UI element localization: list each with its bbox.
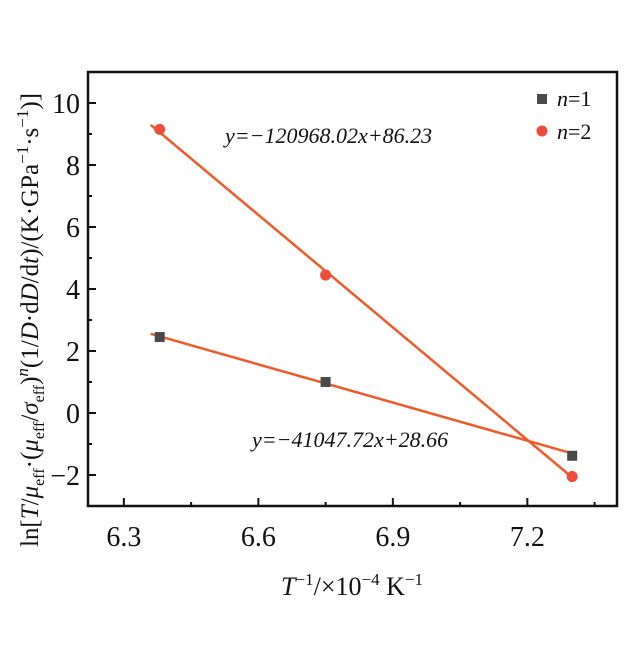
y-tick-label: 8 [66, 151, 80, 182]
data-point-n1 [567, 450, 578, 461]
y-tick-label: 6 [66, 213, 80, 244]
fit-label-n2: y=−120968.02x+86.23 [223, 123, 432, 148]
data-point-n1 [320, 377, 331, 387]
plot-area [149, 123, 578, 483]
y-tick-label: 0 [66, 399, 80, 430]
fit-line-n2 [149, 123, 573, 479]
y-axis-label: ln[T/μeff·(μeff/σeff)n(1/D·dD/dt)/(K·GPa… [13, 93, 48, 547]
y-tick-label: 2 [66, 337, 80, 368]
legend-label-n2: n=2 [557, 119, 591, 144]
x-tick-label: 6.9 [375, 522, 410, 553]
x-axis-label: T−1/×10−4 K−1 [281, 570, 423, 601]
x-tick-label: 7.2 [510, 522, 545, 553]
legend-marker-n1 [537, 94, 547, 104]
y-tick-label: −2 [50, 461, 80, 492]
y-tick-label: 4 [66, 275, 80, 306]
fit-line-n1 [150, 332, 573, 455]
data-point-n1 [154, 332, 165, 343]
legend-marker-n2 [536, 125, 548, 137]
y-tick-label: 10 [52, 89, 80, 120]
x-tick-label: 6.3 [106, 522, 141, 553]
axis-ticks: 6.3 6.6 6.9 7.2 −2 0 2 4 6 8 10 [50, 89, 596, 553]
data-point-n2 [154, 123, 166, 135]
legend-label-n1: n=1 [557, 86, 591, 111]
data-point-n2 [320, 269, 332, 281]
legend: n=1 n=2 [536, 86, 591, 144]
data-point-n2 [566, 471, 578, 483]
x-tick-label: 6.6 [241, 522, 276, 553]
fit-label-n1: y=−41047.72x+28.66 [250, 427, 448, 452]
